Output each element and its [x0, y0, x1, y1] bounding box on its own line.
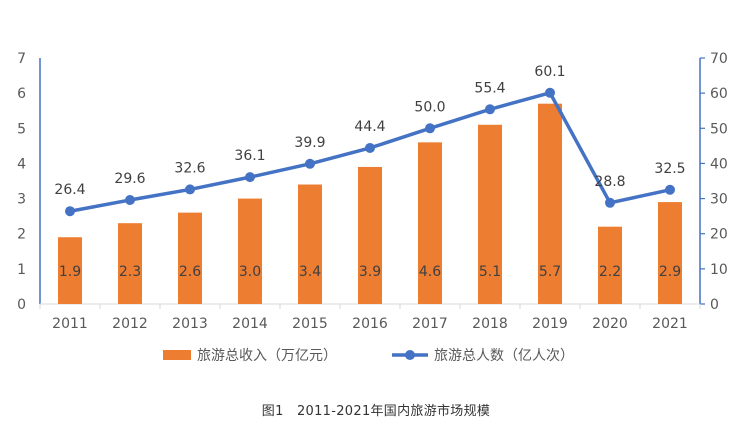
line-point: [305, 158, 315, 169]
bar-data-label: 5.1: [479, 264, 501, 280]
x-tick-label: 2019: [532, 316, 568, 332]
line-point: [365, 142, 375, 153]
line-data-label: 29.6: [114, 171, 145, 187]
x-tick-label: 2020: [592, 316, 628, 332]
legend-line-marker: [405, 350, 415, 360]
line-point: [605, 197, 615, 208]
line-point: [185, 184, 195, 195]
x-tick-label: 2011: [52, 316, 88, 332]
bar-data-label: 4.6: [419, 264, 441, 280]
bar: [58, 237, 82, 304]
bar-data-label: 3.4: [299, 264, 321, 280]
line-point: [665, 184, 675, 195]
bar-data-label: 2.2: [599, 264, 621, 280]
bar: [178, 212, 202, 304]
legend-bar-label: 旅游总收入（万亿元）: [197, 348, 337, 364]
line-data-label: 44.4: [354, 119, 385, 135]
bar-data-label: 5.7: [539, 264, 561, 280]
line-data-label: 32.5: [654, 161, 685, 177]
y-right-tick-label: 0: [710, 297, 719, 313]
y-left-tick-label: 4: [17, 156, 26, 172]
y-right-tick-label: 40: [710, 156, 728, 172]
y-left-tick-label: 2: [17, 227, 26, 243]
line-data-label: 26.4: [54, 182, 85, 198]
x-tick-label: 2014: [232, 316, 268, 332]
line-data-label: 39.9: [294, 135, 325, 151]
bar-data-label: 2.6: [179, 264, 201, 280]
line-data-label: 32.6: [174, 160, 205, 176]
bar: [118, 223, 142, 304]
y-right-tick-label: 50: [710, 121, 728, 137]
y-right-tick-label: 60: [710, 86, 728, 102]
line-point: [125, 194, 135, 205]
bar: [358, 166, 382, 304]
y-left-tick-label: 5: [17, 121, 26, 137]
x-tick-label: 2021: [652, 316, 688, 332]
y-right-tick-label: 70: [710, 51, 728, 67]
bar: [598, 226, 622, 304]
y-left-tick-label: 1: [17, 262, 26, 278]
y-right-tick-label: 20: [710, 227, 728, 243]
bar: [298, 184, 322, 304]
y-left-tick-label: 7: [17, 51, 26, 67]
line-data-label: 55.4: [474, 80, 505, 96]
legend-bar-swatch: [163, 350, 191, 360]
line-data-label: 28.8: [594, 174, 625, 190]
figure-caption: 图1 2011-2021年国内旅游市场规模: [261, 404, 491, 419]
bar: [538, 103, 562, 304]
line-data-label: 60.1: [534, 64, 565, 80]
x-tick-label: 2018: [472, 316, 508, 332]
bar-data-label: 2.9: [659, 264, 681, 280]
line-point: [245, 172, 255, 183]
line-data-label: 36.1: [234, 148, 265, 164]
y-right-tick-label: 10: [710, 262, 728, 278]
line-data-label: 50.0: [414, 99, 445, 115]
bar-data-label: 2.3: [119, 264, 141, 280]
x-tick-label: 2012: [112, 316, 148, 332]
bar: [478, 124, 502, 305]
y-left-tick-label: 0: [17, 297, 26, 313]
line-point: [425, 123, 435, 134]
y-right-tick-label: 30: [710, 192, 728, 208]
legend-line-label: 旅游总人数（亿人次）: [434, 348, 574, 364]
x-tick-label: 2015: [292, 316, 328, 332]
x-tick-label: 2017: [412, 316, 448, 332]
y-left-tick-label: 6: [17, 86, 26, 102]
bar: [418, 142, 442, 304]
line-point: [545, 87, 555, 98]
x-tick-label: 2016: [352, 316, 388, 332]
y-left-tick-label: 3: [17, 192, 26, 208]
line-point: [65, 206, 75, 217]
x-tick-label: 2013: [172, 316, 208, 332]
line-point: [485, 104, 495, 115]
bar: [658, 202, 682, 304]
bar-data-label: 3.0: [239, 264, 261, 280]
bar: [238, 198, 262, 304]
bar-data-label: 3.9: [359, 264, 381, 280]
bar-data-label: 1.9: [59, 264, 81, 280]
